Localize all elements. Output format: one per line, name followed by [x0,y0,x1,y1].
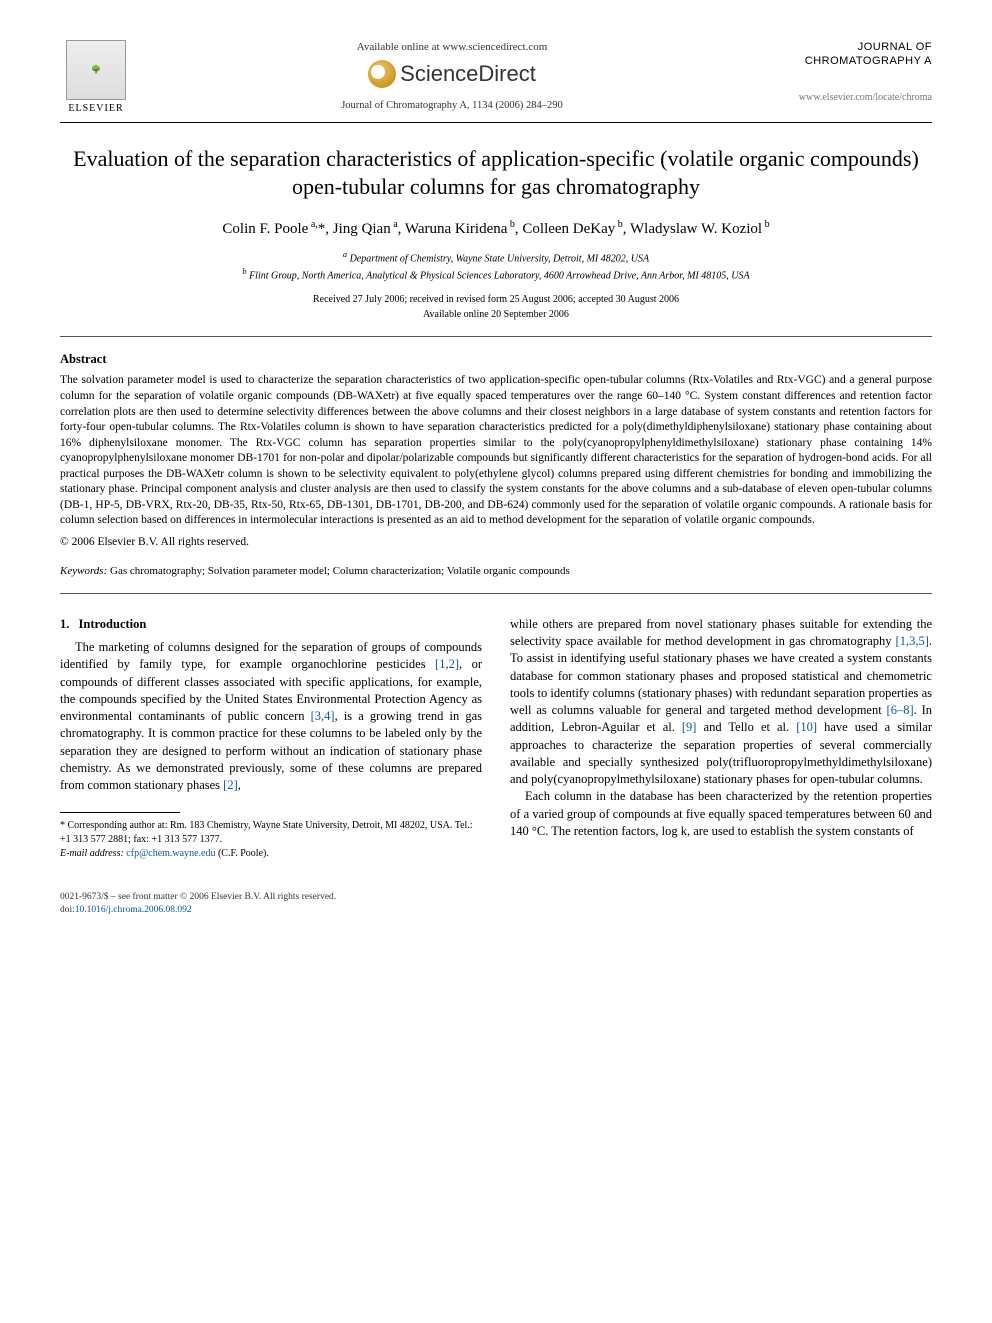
email-name: (C.F. Poole). [218,848,269,859]
section-1-heading: 1. Introduction [60,616,482,633]
elsevier-tree-icon: 🌳 [66,40,126,100]
section-1-title: Introduction [79,617,147,631]
abstract-copyright: © 2006 Elsevier B.V. All rights reserved… [60,535,932,551]
doi-label: doi: [60,905,75,915]
intro-para-1-cont: while others are prepared from novel sta… [510,616,932,789]
abstract-top-rule [60,336,932,337]
issn-line: 0021-9673/$ – see front matter © 2006 El… [60,891,932,904]
journal-logo-line2: CHROMATOGRAPHY A [805,55,932,67]
journal-reference: Journal of Chromatography A, 1134 (2006)… [152,99,752,113]
keywords-text: Gas chromatography; Solvation parameter … [110,565,570,577]
email-link[interactable]: cfp@chem.wayne.edu [126,848,215,859]
journal-logo-line1: JOURNAL OF [858,41,932,53]
cite-1-2[interactable]: [1,2] [435,657,459,671]
online-date: Available online 20 September 2006 [60,307,932,322]
page-footer: 0021-9673/$ – see front matter © 2006 El… [60,891,932,917]
sciencedirect-icon [368,60,396,88]
intro-para-1: The marketing of columns designed for th… [60,639,482,794]
right-column: while others are prepared from novel sta… [510,616,932,862]
cite-3-4[interactable]: [3,4] [311,709,335,723]
sciencedirect-text: ScienceDirect [400,59,536,89]
corresponding-email: E-mail address: cfp@chem.wayne.edu (C.F.… [60,847,482,861]
section-1-num: 1. [60,617,69,631]
abstract-body: The solvation parameter model is used to… [60,373,932,528]
elsevier-logo: 🌳 ELSEVIER [60,40,132,116]
journal-url: www.elsevier.com/locate/chroma [772,91,932,105]
elsevier-label: ELSEVIER [60,102,132,116]
intro-para-2: Each column in the database has been cha… [510,788,932,840]
available-online-text: Available online at www.sciencedirect.co… [152,40,752,55]
cite-9[interactable]: [9] [682,720,697,734]
affiliation-a: a Department of Chemistry, Wayne State U… [60,249,932,266]
center-header: Available online at www.sciencedirect.co… [132,40,772,113]
article-title: Evaluation of the separation characteris… [60,145,932,202]
affiliations: a Department of Chemistry, Wayne State U… [60,249,932,284]
footnote-rule [60,812,180,813]
right-header: JOURNAL OF CHROMATOGRAPHY A www.elsevier… [772,40,932,104]
corresponding-text: * Corresponding author at: Rm. 183 Chemi… [60,819,482,847]
authors: Colin F. Poole a,*, Jing Qian a, Waruna … [60,218,932,239]
cite-10[interactable]: [10] [796,720,817,734]
cite-6-8[interactable]: [6–8] [887,703,914,717]
corresponding-footnote: * Corresponding author at: Rm. 183 Chemi… [60,819,482,861]
body-columns: 1. Introduction The marketing of columns… [60,616,932,862]
left-column: 1. Introduction The marketing of columns… [60,616,482,862]
email-label: E-mail address: [60,848,124,859]
doi-link[interactable]: 10.1016/j.chroma.2006.08.092 [75,905,192,915]
received-date: Received 27 July 2006; received in revis… [60,292,932,307]
article-dates: Received 27 July 2006; received in revis… [60,292,932,322]
cite-2[interactable]: [2] [223,778,238,792]
abstract-bottom-rule [60,593,932,594]
page-header: 🌳 ELSEVIER Available online at www.scien… [60,40,932,116]
keywords-label: Keywords: [60,565,107,577]
abstract-heading: Abstract [60,351,932,368]
journal-logo: JOURNAL OF CHROMATOGRAPHY A [772,40,932,69]
header-rule [60,122,932,123]
cite-1-3-5[interactable]: [1,3,5] [896,634,929,648]
doi-line: doi:10.1016/j.chroma.2006.08.092 [60,904,932,917]
keywords: Keywords: Gas chromatography; Solvation … [60,564,932,579]
sciencedirect-logo: ScienceDirect [152,59,752,89]
affiliation-b: b Flint Group, North America, Analytical… [60,266,932,283]
